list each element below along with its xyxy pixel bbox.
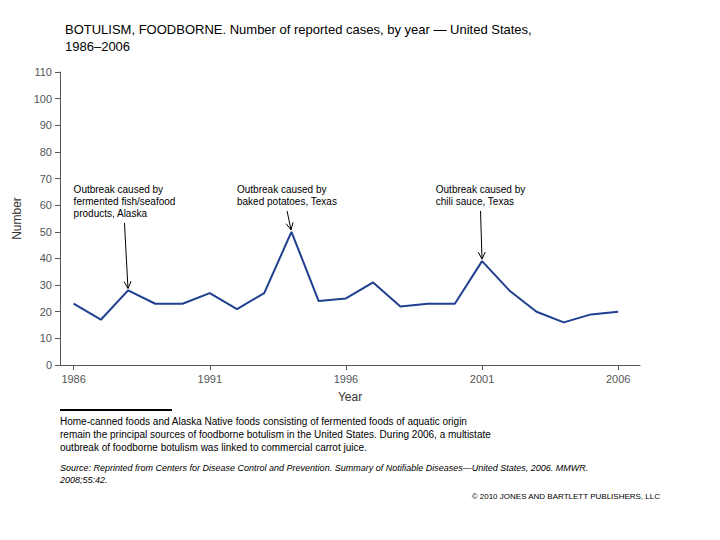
svg-text:2008;55:42.: 2008;55:42. xyxy=(59,475,108,485)
svg-text:1986–2006: 1986–2006 xyxy=(65,39,130,54)
svg-text:60: 60 xyxy=(40,199,52,211)
svg-text:fermented fish/seafood: fermented fish/seafood xyxy=(74,196,176,207)
svg-text:40: 40 xyxy=(40,252,52,264)
svg-text:110: 110 xyxy=(34,66,52,78)
svg-text:products, Alaska: products, Alaska xyxy=(74,208,148,219)
svg-text:chili sauce, Texas: chili sauce, Texas xyxy=(436,196,514,207)
svg-text:Outbreak caused by: Outbreak caused by xyxy=(237,184,327,195)
svg-text:Outbreak caused by: Outbreak caused by xyxy=(436,184,526,195)
svg-text:Source: Reprinted from Centers: Source: Reprinted from Centers for Disea… xyxy=(60,463,588,473)
svg-text:1986: 1986 xyxy=(61,373,85,385)
svg-text:© 2010 JONES AND BARTLETT PUBL: © 2010 JONES AND BARTLETT PUBLISHERS, LL… xyxy=(472,492,661,501)
svg-text:Number: Number xyxy=(10,197,24,240)
svg-text:70: 70 xyxy=(40,173,52,185)
svg-text:10: 10 xyxy=(40,332,52,344)
svg-text:1991: 1991 xyxy=(198,373,222,385)
svg-text:Home-canned foods and Alaska N: Home-canned foods and Alaska Native food… xyxy=(60,416,467,427)
svg-text:BOTULISM, FOODBORNE. Number of: BOTULISM, FOODBORNE. Number of reported … xyxy=(65,22,532,37)
svg-text:0: 0 xyxy=(46,359,52,371)
svg-text:Outbreak caused by: Outbreak caused by xyxy=(74,184,163,195)
svg-text:1996: 1996 xyxy=(334,373,358,385)
svg-text:remain the principal sources o: remain the principal sources of foodborn… xyxy=(60,429,491,440)
svg-text:80: 80 xyxy=(40,146,52,158)
svg-text:baked potatoes, Texas: baked potatoes, Texas xyxy=(237,196,337,207)
svg-text:50: 50 xyxy=(40,226,52,238)
svg-text:30: 30 xyxy=(40,279,52,291)
svg-text:outbreak of foodborne botulism: outbreak of foodborne botulism was linke… xyxy=(60,442,367,453)
svg-text:90: 90 xyxy=(40,119,52,131)
svg-text:20: 20 xyxy=(40,306,52,318)
svg-text:100: 100 xyxy=(34,93,52,105)
svg-text:2001: 2001 xyxy=(470,373,494,385)
svg-text:2006: 2006 xyxy=(606,373,630,385)
svg-text:Year: Year xyxy=(338,390,362,404)
